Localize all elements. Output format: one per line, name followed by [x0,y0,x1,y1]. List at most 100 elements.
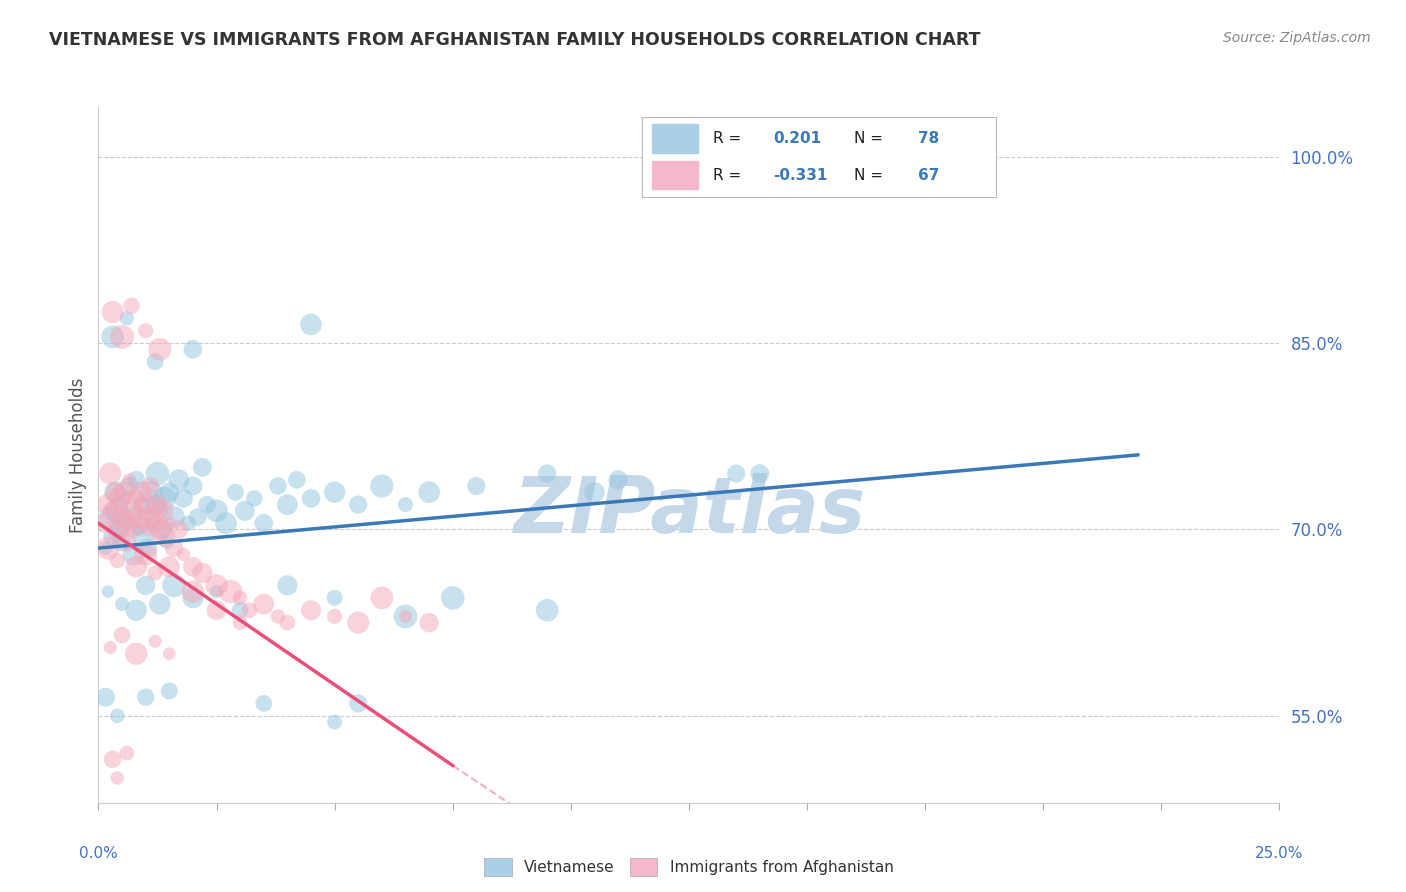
Point [125,559,148,574]
Point [125,491,148,506]
Point [157,647,180,661]
Point [128,523,150,537]
Point [143,355,166,369]
Point [371,479,394,493]
Point [101,330,124,344]
Point [607,473,630,487]
Point [150,504,173,518]
Point [136,523,159,537]
Point [149,597,172,611]
Point [177,516,200,531]
Point [125,603,148,617]
Point [142,516,165,531]
Point [157,485,180,500]
Point [157,559,180,574]
Point [122,547,145,561]
Point [111,597,134,611]
Point [111,330,134,344]
Point [267,479,290,493]
Point [101,752,124,766]
Point [91,516,114,531]
Point [97,584,120,599]
Point [129,498,152,512]
Point [108,523,131,537]
Point [136,541,159,555]
Point [394,609,416,624]
Point [323,609,346,624]
Point [112,485,135,500]
Point [229,591,252,605]
Legend: Vietnamese, Immigrants from Afghanistan: Vietnamese, Immigrants from Afghanistan [478,852,900,882]
Point [121,510,143,524]
Point [181,479,204,493]
Point [239,603,262,617]
Point [181,559,204,574]
Point [323,591,346,605]
Point [276,578,298,592]
Point [219,584,242,599]
Point [105,709,128,723]
Point [135,578,157,592]
Point [94,690,117,705]
Point [371,591,394,605]
Point [143,498,166,512]
Point [149,343,172,357]
Point [135,510,157,524]
Point [143,566,166,580]
Point [156,535,179,549]
Point [181,343,204,357]
Point [118,473,141,487]
Point [132,516,155,531]
Point [181,584,204,599]
Point [143,516,166,531]
Point [536,603,558,617]
Point [101,529,124,543]
Point [172,547,194,561]
Point [153,491,176,506]
Point [299,491,322,506]
Point [191,566,214,580]
Point [139,479,162,493]
Point [125,647,148,661]
Point [98,467,121,481]
Point [725,467,748,481]
Point [150,523,173,537]
Text: 25.0%: 25.0% [1256,847,1303,862]
Point [101,305,124,319]
Point [128,510,150,524]
Point [108,491,131,506]
Point [205,603,228,617]
Point [233,504,256,518]
Point [229,615,252,630]
Point [146,498,169,512]
Point [172,491,194,506]
Point [115,746,138,760]
Point [105,523,128,537]
Point [135,690,157,705]
Point [167,473,190,487]
Point [323,714,346,729]
Point [205,504,228,518]
Point [347,615,370,630]
Point [132,529,155,543]
Point [115,516,138,531]
Point [121,504,143,518]
Point [243,491,266,506]
Point [112,491,135,506]
Text: VIETNAMESE VS IMMIGRANTS FROM AFGHANISTAN FAMILY HOUSEHOLDS CORRELATION CHART: VIETNAMESE VS IMMIGRANTS FROM AFGHANISTA… [49,31,981,49]
Point [181,591,204,605]
Point [105,553,128,567]
Point [125,473,148,487]
Text: ZIPatlas: ZIPatlas [513,473,865,549]
Point [229,603,252,617]
Text: 0.0%: 0.0% [79,847,118,862]
Point [135,547,157,561]
Point [121,299,143,313]
Point [163,541,186,555]
Point [285,473,308,487]
Point [104,485,127,500]
Point [441,591,464,605]
Point [115,516,138,531]
Point [191,460,214,475]
Point [465,479,488,493]
